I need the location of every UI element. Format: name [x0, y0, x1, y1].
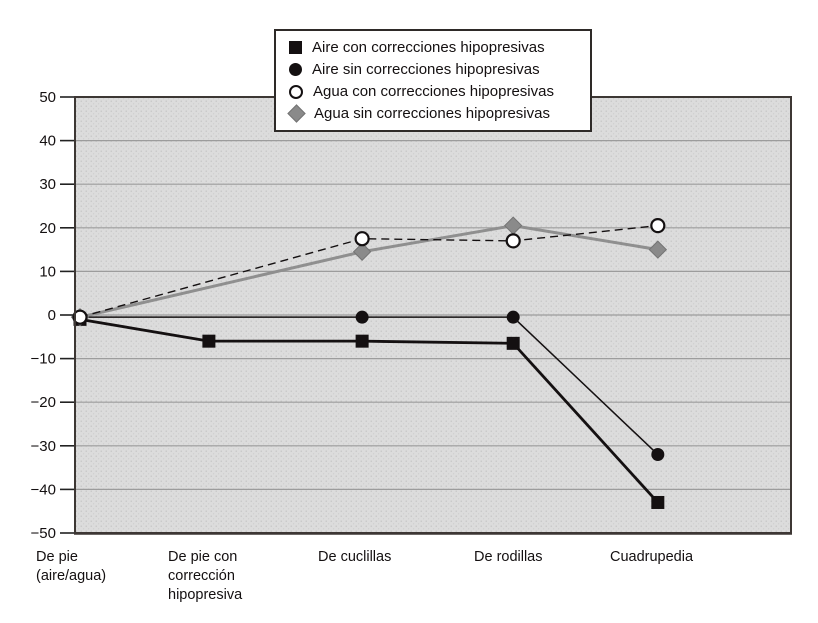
svg-text:De pie con: De pie con: [168, 549, 237, 565]
svg-text:hipopresiva: hipopresiva: [168, 587, 243, 603]
svg-text:Cuadrupedia: Cuadrupedia: [610, 549, 694, 565]
svg-text:De cuclillas: De cuclillas: [318, 549, 391, 565]
legend-item-agua-con: Agua con correcciones hipopresivas: [289, 81, 590, 103]
svg-text:corrección: corrección: [168, 568, 235, 584]
svg-text:20: 20: [39, 220, 56, 237]
svg-text:(aire/agua): (aire/agua): [36, 568, 106, 584]
svg-text:−30: −30: [31, 438, 56, 455]
legend-label: Agua sin correcciones hipopresivas: [314, 105, 550, 122]
legend-label: Aire con correcciones hipopresivas: [312, 39, 545, 56]
legend-label: Agua con correcciones hipopresivas: [313, 83, 554, 100]
svg-text:−10: −10: [31, 351, 56, 368]
svg-text:−40: −40: [31, 481, 56, 498]
svg-text:50: 50: [39, 89, 56, 106]
gridlines: [75, 140, 791, 490]
svg-text:30: 30: [39, 176, 56, 193]
open-circle-marker-icon: [289, 84, 303, 99]
legend-label: Aire sin correcciones hipopresivas: [312, 61, 540, 78]
legend-item-agua-sin: Agua sin correcciones hipopresivas: [287, 103, 590, 125]
svg-text:10: 10: [39, 263, 56, 280]
svg-text:De rodillas: De rodillas: [474, 549, 543, 565]
legend-item-aire-con: Aire con correcciones hipopresivas: [289, 37, 590, 59]
filled-circle-marker-icon: [289, 63, 302, 76]
series-markers: [70, 216, 668, 509]
x-axis-labels: De pie (aire/agua) De pie con corrección hip…: [36, 549, 694, 603]
filled-diamond-marker-icon: [287, 104, 306, 123]
svg-text:0: 0: [48, 307, 56, 324]
svg-text:−50: −50: [31, 525, 56, 542]
filled-square-marker-icon: [289, 41, 302, 54]
legend: Aire con correcciones hipopresivas Aire …: [274, 29, 592, 132]
svg-text:De pie: De pie: [36, 549, 78, 565]
svg-text:−20: −20: [31, 394, 56, 411]
svg-text:40: 40: [39, 133, 56, 150]
y-axis: 50 40 30 20 10 0 −10 −20 −30 −40 −50: [31, 89, 74, 542]
legend-item-aire-sin: Aire sin correcciones hipopresivas: [289, 59, 590, 81]
